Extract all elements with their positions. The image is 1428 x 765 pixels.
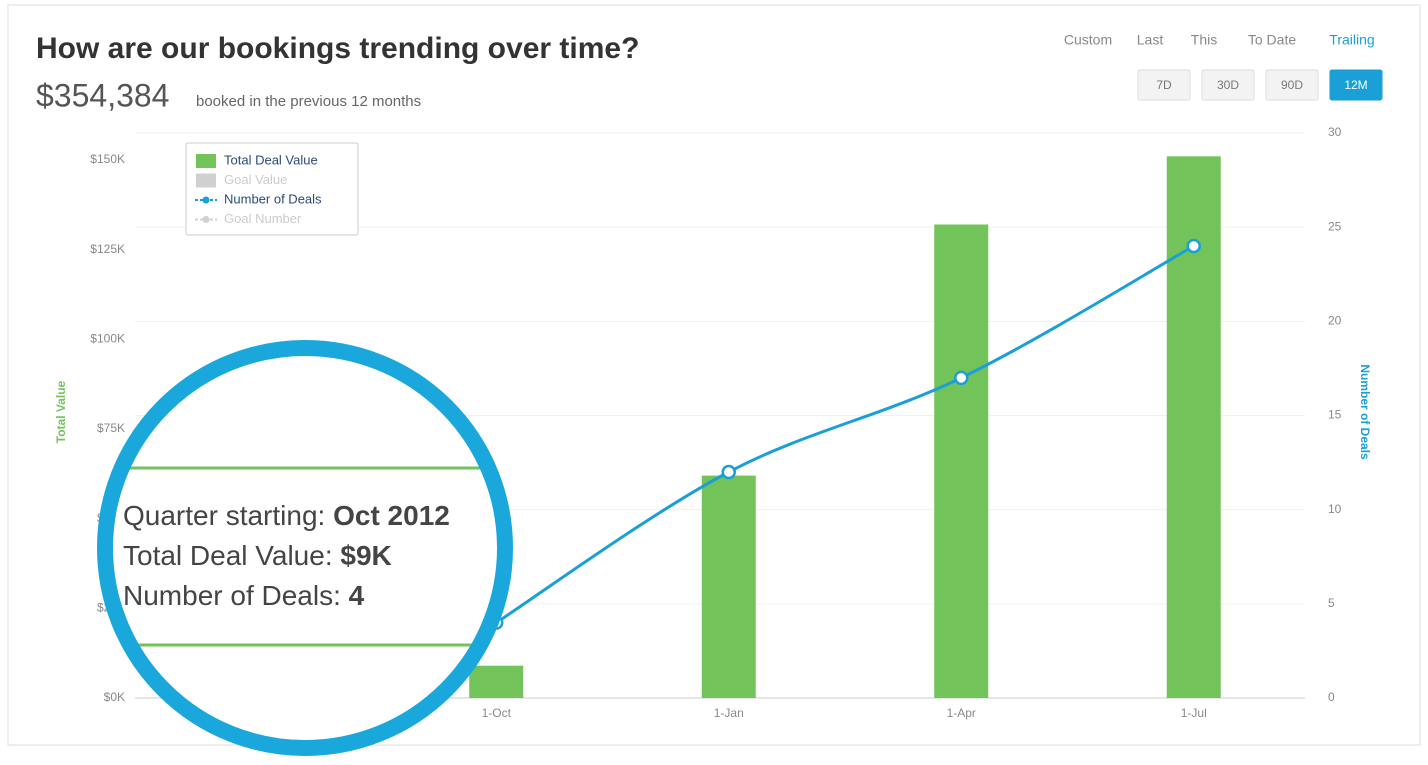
mode-option[interactable]: Trailing [1329, 32, 1374, 48]
legend-label[interactable]: Goal Value [224, 172, 287, 187]
x-tick-label: 1-Apr [947, 706, 976, 720]
mode-option[interactable]: To Date [1248, 32, 1296, 48]
filters: Custom Last This To Date Trailing 7D 30D 90D 12M [1064, 32, 1383, 101]
y2-axis-label: Number of Deals [1358, 364, 1372, 460]
caption: booked in the previous 12 months [196, 93, 421, 110]
tooltip-value: 4 [349, 580, 365, 611]
y-tick-label: $75K [97, 421, 125, 435]
y-tick-label: $150K [90, 152, 125, 166]
tooltip-key: Total Deal Value: [123, 540, 333, 571]
plot: $0K$25K$50K$75K$100K$125K$150K0510152025… [54, 125, 1372, 720]
x-tick-label: 1-Jan [714, 706, 744, 720]
point [1186, 238, 1201, 254]
tooltip-row: Total Deal Value: $9K [123, 540, 392, 571]
y2-tick-label: 10 [1328, 502, 1342, 516]
y2-tick-label: 30 [1328, 125, 1342, 139]
legend-swatch [202, 196, 210, 204]
legend-label[interactable]: Number of Deals [224, 191, 322, 206]
range-label[interactable]: 30D [1217, 78, 1239, 92]
tooltip-value: Oct 2012 [333, 500, 450, 531]
mode-option[interactable]: Last [1137, 32, 1164, 48]
legend-swatch [202, 216, 210, 223]
y2-tick-label: 0 [1328, 690, 1335, 704]
bar [469, 665, 524, 698]
range-button[interactable] [1137, 69, 1191, 101]
range-button[interactable] [1265, 69, 1319, 101]
range-label[interactable]: 90D [1281, 78, 1303, 92]
legend [185, 142, 359, 236]
range-button[interactable] [1329, 69, 1383, 101]
bar [1166, 156, 1221, 699]
amount: $354,384 [36, 77, 169, 113]
bar [701, 475, 756, 698]
tooltip-key: Quarter starting: [123, 500, 325, 531]
title: How are our bookings trending over time? [36, 32, 639, 65]
range-label[interactable]: 12M [1344, 78, 1367, 92]
legend-swatch [196, 154, 216, 168]
y-tick-label: $125K [90, 242, 125, 256]
y-axis-label: Total Value [54, 380, 68, 443]
x-tick-label: 1-Jul [1181, 706, 1207, 720]
y-tick-label: $100K [90, 331, 125, 345]
y2-tick-label: 25 [1328, 219, 1342, 233]
lens-ring [97, 340, 513, 756]
mode-option[interactable]: This [1191, 32, 1217, 48]
x-tick-label: 1-Oct [482, 706, 512, 720]
y-tick-label: $0K [104, 690, 125, 704]
line [495, 244, 1195, 624]
legend-swatch [196, 173, 216, 188]
legend-label[interactable]: Goal Number [224, 211, 302, 226]
tooltip-row: Quarter starting: Oct 2012 [123, 500, 450, 531]
tooltip-key: Number of Deals: [123, 580, 341, 611]
point [954, 370, 969, 386]
legend-label[interactable]: Total Deal Value [224, 152, 318, 167]
tooltip-value: $9K [340, 540, 391, 571]
mode-option[interactable]: Custom [1064, 32, 1112, 48]
y2-tick-label: 5 [1328, 596, 1335, 610]
range-label[interactable]: 7D [1156, 78, 1172, 92]
bar [934, 224, 989, 698]
y2-tick-label: 15 [1328, 408, 1342, 422]
range-button[interactable] [1201, 69, 1255, 101]
y2-tick-label: 20 [1328, 314, 1342, 328]
point [721, 464, 736, 480]
tooltip-row: Number of Deals: 4 [123, 580, 365, 611]
